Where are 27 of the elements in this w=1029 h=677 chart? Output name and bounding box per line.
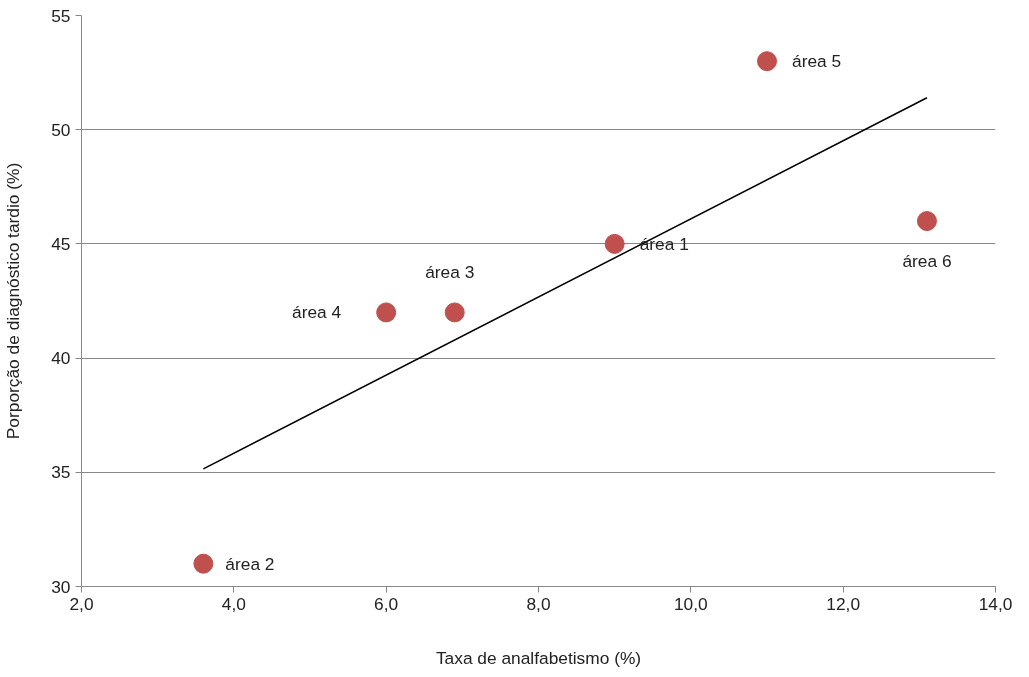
point	[444, 302, 465, 323]
annotation: área 4	[292, 302, 342, 323]
point	[916, 211, 937, 232]
y-tick-label: 30	[51, 576, 71, 597]
y-tick-label: 55	[51, 5, 71, 26]
y-axis-title: Porporção de diagnóstico tardio (%)	[3, 162, 24, 440]
point	[757, 51, 777, 72]
y-tick-label: 35	[51, 462, 71, 483]
annotation: área 1	[639, 233, 689, 254]
x-tick-label: 12,0	[826, 593, 861, 614]
x-tick-label: 4,0	[221, 593, 246, 614]
point	[604, 233, 625, 254]
point	[193, 553, 214, 574]
y-tick-label: 45	[51, 233, 71, 254]
annotation: área 6	[902, 251, 952, 272]
y-tick-label: 40	[51, 348, 71, 369]
point	[376, 302, 397, 323]
x-tick-label: 10,0	[673, 593, 708, 614]
x-tick-label: 2,0	[69, 593, 94, 614]
annotation: área 5	[792, 51, 842, 72]
x-tick-label: 14,0	[978, 593, 1013, 614]
x-tick-label: 8,0	[526, 593, 551, 614]
y-tick-label: 50	[51, 119, 71, 140]
x-axis-title: Taxa de analfabetismo (%)	[435, 647, 642, 668]
annotation: área 3	[425, 262, 475, 283]
annotation: área 2	[225, 553, 275, 574]
x-tick-label: 6,0	[374, 593, 399, 614]
